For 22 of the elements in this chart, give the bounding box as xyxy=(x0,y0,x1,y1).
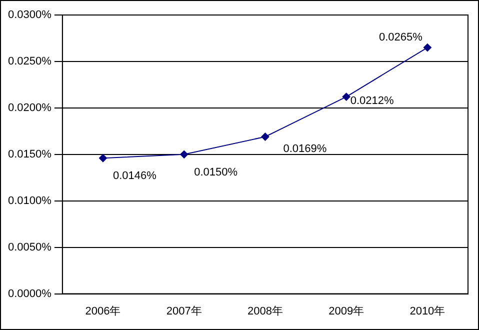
x-tick-label: 2006年 xyxy=(85,305,121,318)
data-label: 0.0212% xyxy=(350,94,394,107)
y-tick-label: 0.0300% xyxy=(8,9,52,22)
point xyxy=(180,150,188,158)
x-tick-label: 2009年 xyxy=(328,305,364,318)
point xyxy=(261,132,270,141)
y-tick-label: 0.0000% xyxy=(8,288,52,300)
data-label: 0.0169% xyxy=(283,142,327,155)
data-label: 0.0265% xyxy=(379,32,423,44)
y-tick-label: 0.0050% xyxy=(8,241,52,254)
x-tick-label: 2008年 xyxy=(247,305,283,318)
y-tick-label: 0.0100% xyxy=(8,194,52,207)
data-label: 0.0146% xyxy=(112,170,157,182)
x-tick-label: 2010年 xyxy=(410,305,446,318)
point xyxy=(423,44,432,52)
data-label: 0.0150% xyxy=(194,166,238,178)
point xyxy=(98,154,107,162)
x-tick-label: 2007年 xyxy=(166,305,202,318)
y-tick-label: 0.0200% xyxy=(8,102,52,114)
y-tick-label: 0.0150% xyxy=(8,148,52,160)
point xyxy=(342,92,350,101)
y-tick-label: 0.0250% xyxy=(8,56,52,68)
